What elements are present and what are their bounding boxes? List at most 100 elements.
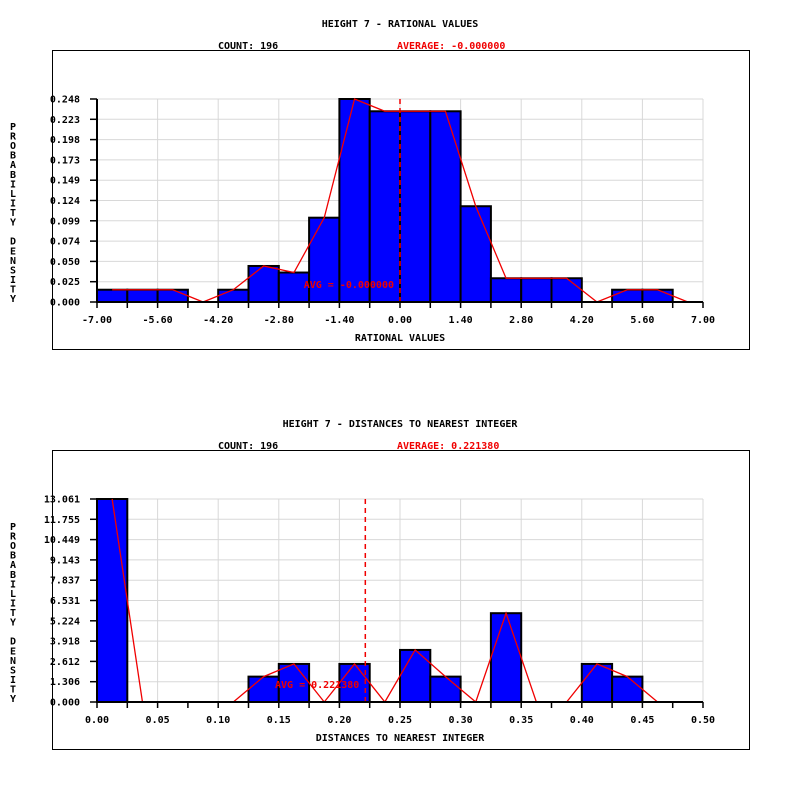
x-tick-label: 0.05 xyxy=(146,715,170,726)
x-tick-label: 0.20 xyxy=(327,715,351,726)
histogram-bar xyxy=(580,662,614,703)
chart-frame xyxy=(52,450,750,750)
x-axis-title: RATIONAL VALUES xyxy=(355,333,445,344)
y-tick-label: 0.173 xyxy=(50,155,80,166)
y-tick-label: 1.306 xyxy=(50,677,80,688)
y-axis-title-letter: Y xyxy=(10,218,16,229)
y-axis-title-letter: I xyxy=(10,198,16,209)
histogram-bar xyxy=(217,288,250,303)
y-axis-title-letter: N xyxy=(10,256,16,267)
y-tick-label: 13.061 xyxy=(44,495,80,506)
chart-frame xyxy=(52,50,750,350)
histogram-bar xyxy=(489,277,523,303)
x-tick-label: -7.00 xyxy=(82,315,112,326)
x-tick-label: 0.25 xyxy=(388,715,412,726)
y-axis-title-letter: T xyxy=(10,285,16,296)
y-tick-label: 0.000 xyxy=(50,698,80,709)
y-tick-label: 0.074 xyxy=(50,237,80,248)
histogram-plot-distances: AVG = 0.221380 0.00 0.05 0.10 0.15 0.20 0.25 0.… xyxy=(10,495,715,745)
histogram-plot-rational-values: AVG = -0.000000 -7.00 -5.60 -4.20 -2.80 -1.40… xyxy=(10,95,715,345)
y-axis-title-letter: T xyxy=(10,208,16,219)
x-tick-label: 7.00 xyxy=(691,315,715,326)
y-tick-label: 0.025 xyxy=(50,277,80,288)
x-tick-label: -1.40 xyxy=(324,315,354,326)
y-axis-title-letter: O xyxy=(10,541,16,552)
y-axis-title-letter: L xyxy=(10,589,16,600)
y-axis-title-letter: P xyxy=(10,122,16,133)
y-axis-title-letter: D xyxy=(10,237,16,248)
x-tick-label: 0.00 xyxy=(85,715,109,726)
histogram-bar xyxy=(399,648,432,703)
y-axis-title-letter: S xyxy=(10,665,16,676)
y-axis-title-letter: E xyxy=(10,646,16,657)
y-tick-label: 0.099 xyxy=(50,216,80,227)
y-axis-title-letter: L xyxy=(10,189,16,200)
y-tick-label: 0.124 xyxy=(50,196,80,207)
histogram-bar xyxy=(96,288,129,303)
x-tick-label: 0.00 xyxy=(388,315,412,326)
y-tick-label: 2.612 xyxy=(50,657,80,668)
x-tick-label: 0.35 xyxy=(509,715,533,726)
count-label: COUNT: 196 xyxy=(218,441,279,452)
y-axis-title-letter: A xyxy=(10,160,16,171)
histogram-bar xyxy=(96,498,129,703)
histogram-bar xyxy=(399,110,432,303)
x-tick-label: -5.60 xyxy=(143,315,173,326)
y-tick-label: 10.449 xyxy=(44,535,80,546)
x-tick-label: 0.40 xyxy=(570,715,594,726)
x-tick-label: 0.10 xyxy=(206,715,230,726)
y-tick-label: 0.198 xyxy=(50,135,80,146)
histogram-bar xyxy=(611,288,644,303)
y-axis-title-letter: D xyxy=(10,637,16,648)
avg-annotation: AVG = -0.000000 xyxy=(304,280,394,291)
y-tick-label: 0.000 xyxy=(50,298,80,309)
histogram-bar xyxy=(368,110,402,303)
x-tick-label: 0.30 xyxy=(449,715,473,726)
x-tick-label: 4.20 xyxy=(570,315,594,326)
y-axis-title-letter: B xyxy=(10,570,16,581)
x-tick-label: 5.60 xyxy=(630,315,654,326)
x-tick-label: 0.50 xyxy=(691,715,715,726)
histogram-bar xyxy=(429,110,462,303)
y-axis-title-letter: B xyxy=(10,170,16,181)
histogram-bar xyxy=(611,675,644,703)
histogram-bar xyxy=(429,675,462,703)
y-axis-title-letter: Y xyxy=(10,294,16,305)
y-axis-title-letter: A xyxy=(10,560,16,571)
y-tick-label: 0.223 xyxy=(50,115,80,126)
avg-annotation: AVG = 0.221380 xyxy=(275,680,359,691)
count-label: COUNT: 196 xyxy=(218,41,279,52)
y-tick-label: 0.248 xyxy=(50,95,80,106)
x-tick-label: 2.80 xyxy=(509,315,533,326)
chart-distances-to-nearest-integer: HEIGHT 7 - DISTANCES TO NEAREST INTEGER … xyxy=(0,400,800,800)
chart-rational-values: HEIGHT 7 - RATIONAL VALUES COUNT: 196 AV… xyxy=(10,19,750,350)
y-tick-label: 7.837 xyxy=(50,576,80,587)
y-axis-title-letter: S xyxy=(10,265,16,276)
y-axis-title-letter: Y xyxy=(10,618,16,629)
y-axis-title-letter: N xyxy=(10,656,16,667)
x-tick-label: -4.20 xyxy=(203,315,233,326)
y-tick-label: 5.224 xyxy=(50,616,80,627)
y-axis-title-letter: I xyxy=(10,179,16,190)
histogram-bar xyxy=(520,277,553,303)
y-axis-title-letter: Y xyxy=(10,694,16,705)
x-axis-title: DISTANCES TO NEAREST INTEGER xyxy=(316,733,486,744)
y-tick-label: 0.050 xyxy=(50,257,80,268)
x-tick-label: 1.40 xyxy=(449,315,473,326)
y-axis-title-letter: R xyxy=(10,132,17,143)
y-tick-label: 6.531 xyxy=(50,596,80,607)
histogram-bar xyxy=(338,98,371,303)
average-label: AVERAGE: 0.221380 xyxy=(397,441,500,452)
histogram-bar xyxy=(489,612,523,703)
x-tick-label: 0.15 xyxy=(267,715,291,726)
histogram-bar xyxy=(156,288,189,303)
y-axis-title-letter: B xyxy=(10,551,16,562)
y-axis-title-letter: I xyxy=(10,675,16,686)
y-axis-title-letter: O xyxy=(10,141,16,152)
y-axis-title-letter: B xyxy=(10,151,16,162)
histogram-bar xyxy=(247,264,280,303)
histogram-bar xyxy=(126,288,159,303)
average-label: AVERAGE: -0.000000 xyxy=(397,41,506,52)
y-axis-title-letter: P xyxy=(10,522,16,533)
